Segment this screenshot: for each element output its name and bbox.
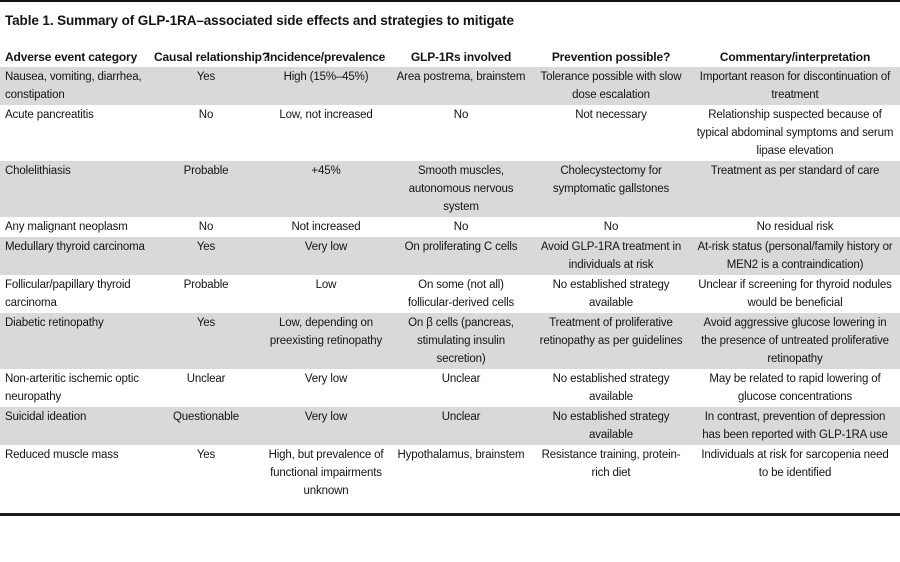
table-body: Nausea, vomiting, diarrhea, constipation… — [0, 67, 900, 501]
table-row: Diabetic retinopathy Yes Low, depending on… — [0, 313, 900, 369]
table-cell: Unclear — [186, 373, 226, 385]
table-cell: Follicular/papillary thyroid carcinoma — [5, 279, 131, 309]
column-header-prevention: Prevention possible? — [551, 50, 671, 64]
table-row: Nausea, vomiting, diarrhea, constipation… — [0, 67, 900, 105]
table-row: Any malignant neoplasm No Not increased No N… — [0, 217, 900, 237]
table-cell: Probable — [183, 279, 229, 291]
table-row: Follicular/papillary thyroid carcinoma Pr… — [0, 275, 900, 313]
table-cell: Non-arteritic ischemic optic neuropathy — [5, 373, 139, 403]
table-cell: Yes — [196, 241, 216, 253]
table-cell: Medullary thyroid carcinoma — [5, 241, 145, 253]
table-row: Non-arteritic ischemic optic neuropathy U… — [0, 369, 900, 407]
table-cell: Very low — [304, 241, 348, 253]
table-cell: No residual risk — [756, 221, 834, 233]
table-cell: Avoid GLP-1RA treatment in individuals a… — [540, 241, 682, 271]
table-cell: Probable — [183, 165, 229, 177]
side-effects-table: Adverse event category Causal relationsh… — [0, 50, 900, 501]
table-cell: Treatment as per standard of care — [710, 165, 880, 177]
top-rule — [0, 0, 900, 2]
table-row: Reduced muscle mass Yes High, but prevalen… — [0, 445, 900, 501]
table-cell: Yes — [196, 317, 216, 329]
table-cell: Very low — [304, 411, 348, 423]
table-cell: Questionable — [173, 411, 239, 423]
table-cell: Acute pancreatitis — [5, 109, 94, 121]
table-cell: Individuals at risk for sarcopenia need … — [701, 449, 889, 479]
table-cell: Resistance training, protein-rich diet — [541, 449, 681, 479]
table-cell: Cholecystectomy for symptomatic gallston… — [552, 165, 670, 195]
table-cell: On some (not all) follicular-derived cel… — [407, 279, 515, 309]
table-cell: Unclear — [441, 411, 481, 423]
column-header-incidence: Incidence/prevalence — [266, 50, 386, 64]
table-cell: No — [453, 221, 469, 233]
bottom-rule — [0, 513, 900, 516]
table-cell: No — [453, 109, 469, 121]
column-header-adverse-event: Adverse event category — [5, 50, 138, 64]
table-cell: Reduced muscle mass — [5, 449, 119, 461]
table-cell: Low, depending on preexisting retinopath… — [269, 317, 383, 347]
table-cell: Any malignant neoplasm — [5, 221, 128, 233]
table-cell: Tolerance possible with slow dose escala… — [540, 71, 682, 101]
table-cell: Treatment of proliferative retinopathy a… — [539, 317, 683, 347]
table-cell: Avoid aggressive glucose lowering in the… — [701, 317, 889, 365]
table-cell: Not necessary — [575, 109, 647, 121]
table-row: Cholelithiasis Probable +45% Smooth muscles… — [0, 161, 900, 217]
column-header-causal-relationship: Causal relationship? — [154, 50, 270, 64]
table-cell: Area postrema, brainstem — [396, 71, 526, 83]
table-row: Suicidal ideation Questionable Very low Unc… — [0, 407, 900, 445]
table-cell: Important reason for discontinuation of … — [699, 71, 891, 101]
table-cell: Suicidal ideation — [5, 411, 87, 423]
table-title: Table 1. Summary of GLP-1RA–associated s… — [5, 13, 514, 28]
table-cell: Hypothalamus, brainstem — [397, 449, 525, 461]
column-header-glp1rs-involved: GLP-1Rs involved — [410, 50, 512, 64]
table-cell: Unclear if screening for thyroid nodules… — [698, 279, 892, 309]
header-row: Adverse event category Causal relationsh… — [0, 50, 900, 67]
table-cell: High, but prevalence of functional impai… — [268, 449, 384, 497]
table-cell: On β cells (pancreas, stimulating insuli… — [408, 317, 514, 365]
table-cell: Diabetic retinopathy — [5, 317, 104, 329]
table-cell: Yes — [196, 71, 216, 83]
table-cell: May be related to rapid lowering of gluc… — [709, 373, 881, 403]
table-cell: Smooth muscles, autonomous nervous syste… — [408, 165, 514, 213]
table-cell: At-risk status (personal/family history … — [697, 241, 893, 271]
table-cell: No — [603, 221, 619, 233]
column-header-commentary: Commentary/interpretation — [719, 50, 871, 64]
table-cell: No — [198, 109, 214, 121]
table-cell: +45% — [311, 165, 341, 177]
table-cell: Low, not increased — [279, 109, 373, 121]
table-cell: No established strategy available — [552, 411, 670, 441]
table-row: Acute pancreatitis No Low, not increased No… — [0, 105, 900, 161]
table-cell: No established strategy available — [552, 373, 670, 403]
table-row: Medullary thyroid carcinoma Yes Very low On… — [0, 237, 900, 275]
table-cell: No — [198, 221, 214, 233]
table-cell: Relationship suspected because of typica… — [696, 109, 894, 157]
table-cell: Low — [315, 279, 337, 291]
table-cell: In contrast, prevention of depression ha… — [702, 411, 888, 441]
table-cell: Not increased — [291, 221, 361, 233]
table-cell: Yes — [196, 449, 216, 461]
table-cell: No established strategy available — [552, 279, 670, 309]
table-cell: On proliferating C cells — [404, 241, 518, 253]
table-cell: High (15%–45%) — [283, 71, 369, 83]
table-cell: Nausea, vomiting, diarrhea, constipation — [5, 71, 142, 101]
table-cell: Cholelithiasis — [5, 165, 71, 177]
table-cell: Very low — [304, 373, 348, 385]
table-cell: Unclear — [441, 373, 481, 385]
